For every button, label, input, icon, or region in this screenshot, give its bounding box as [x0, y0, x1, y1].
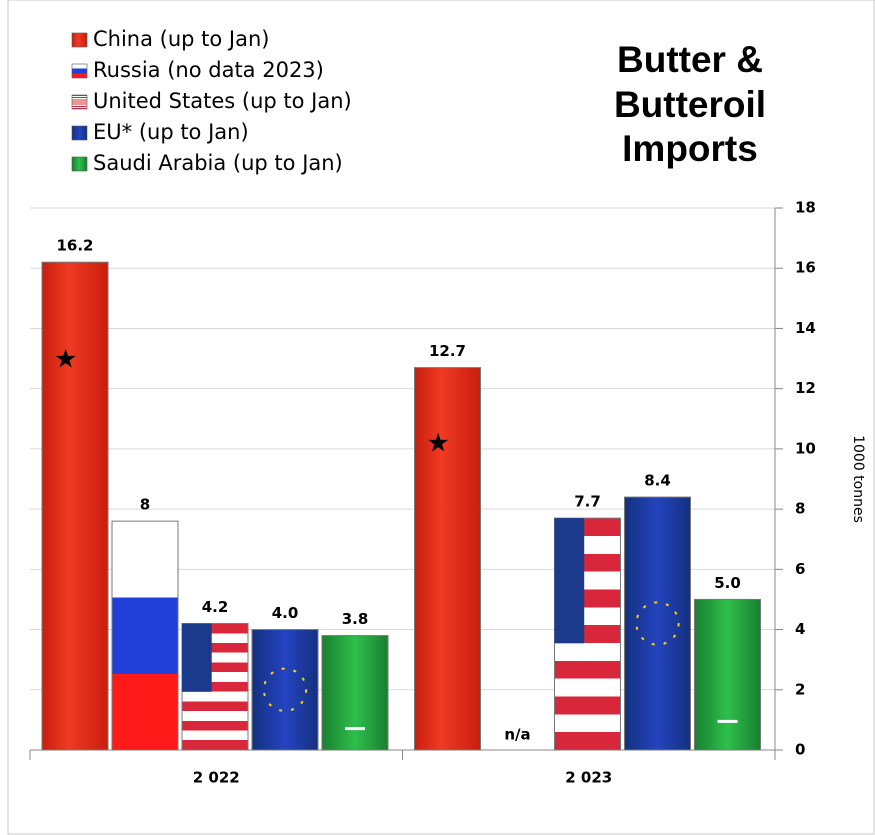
value-label: 8	[140, 496, 150, 514]
legend-swatch	[71, 125, 88, 141]
legend-label: United States (up to Jan)	[93, 89, 352, 113]
legend-label: China (up to Jan)	[93, 27, 270, 51]
bar	[624, 496, 691, 751]
chart-title: Imports	[622, 128, 758, 169]
bar	[414, 367, 481, 751]
flag-star: ★	[54, 344, 77, 374]
flag-stars	[262, 667, 308, 712]
legend-swatch	[71, 94, 88, 110]
chart-title: Butter &	[617, 39, 763, 80]
chart-title: Butteroil	[614, 84, 766, 125]
value-label: 4.0	[272, 604, 299, 622]
flag-emblem	[717, 719, 738, 723]
legend-swatch	[71, 63, 88, 79]
y-tick-label: 0	[795, 741, 805, 759]
bar	[694, 598, 761, 751]
legend-label: Saudi Arabia (up to Jan)	[93, 151, 343, 175]
value-label: 4.2	[202, 598, 229, 616]
flag-canton	[182, 623, 212, 692]
value-label: 5.0	[714, 574, 741, 592]
flag-stars	[635, 601, 680, 646]
flag-canton	[554, 518, 585, 644]
y-tick-label: 6	[795, 560, 805, 578]
y-tick-label: 4	[795, 620, 805, 638]
value-label: 12.7	[429, 342, 466, 360]
legend-label: Russia (no data 2023)	[93, 58, 324, 82]
bar	[251, 629, 319, 751]
bar	[41, 261, 109, 751]
bar	[321, 635, 389, 751]
value-label: 7.7	[574, 493, 601, 511]
y-tick-label: 12	[795, 379, 816, 397]
frame	[7, 0, 875, 835]
value-label: 8.4	[644, 472, 671, 490]
x-tick-label: 2 023	[565, 769, 612, 787]
bar	[111, 520, 179, 751]
legend-label: EU* (up to Jan)	[93, 120, 249, 144]
legend-swatch	[71, 32, 88, 48]
y-tick-label: 18	[795, 199, 816, 217]
y-tick-label: 14	[795, 319, 816, 337]
y-tick-label: 10	[795, 439, 816, 457]
value-label: 3.8	[342, 610, 369, 628]
y-axis-label: 1000 tonnes	[850, 435, 866, 523]
y-tick-label: 8	[795, 500, 805, 518]
y-tick-label: 2	[795, 680, 805, 698]
flag-star: ★	[427, 429, 450, 459]
flag-emblem	[345, 727, 365, 731]
legend-swatch	[71, 156, 88, 172]
y-tick-label: 16	[795, 259, 816, 277]
value-label: 16.2	[56, 237, 93, 255]
value-label: n/a	[504, 726, 530, 744]
x-tick-label: 2 022	[193, 769, 240, 787]
